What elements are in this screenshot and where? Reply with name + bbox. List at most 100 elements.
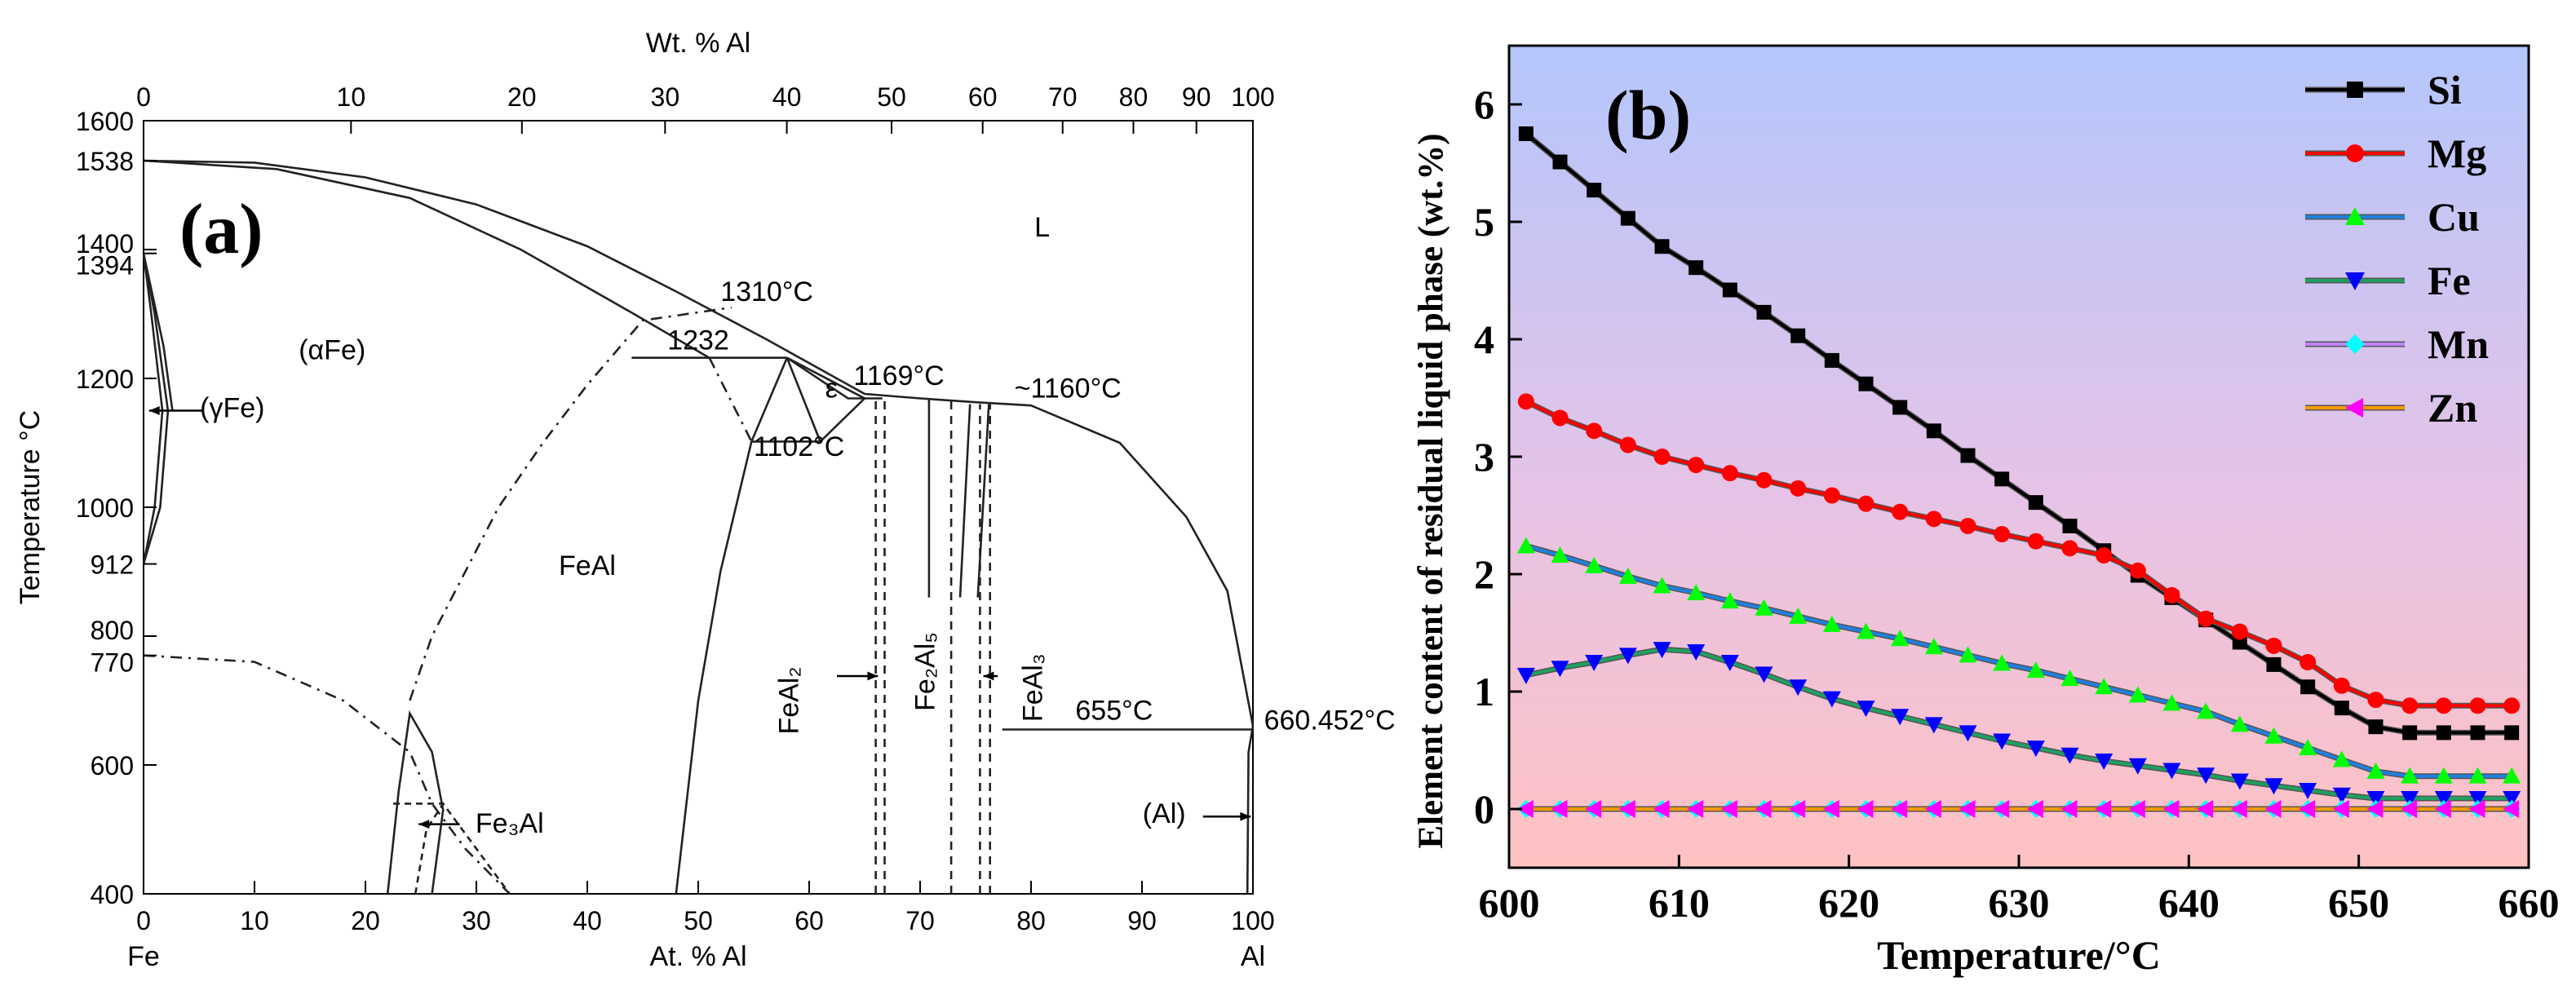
point-si (2470, 725, 2485, 741)
a-fe-al-dd (708, 357, 753, 442)
a-bottom-tick-label: 0 (136, 906, 151, 935)
point-fe (2434, 791, 2453, 808)
legend-marker (2345, 334, 2365, 354)
legend-marker (2345, 398, 2363, 418)
a-y-tick-label: 1400 (76, 229, 134, 259)
point-mg (2129, 562, 2146, 579)
point-zn (2264, 800, 2282, 818)
a-compound-label: FeAl₃ (1018, 653, 1049, 722)
point-cu (2230, 715, 2249, 732)
point-mg (1586, 422, 1603, 440)
point-fe (1516, 667, 1535, 684)
point-zn (1585, 800, 1602, 818)
a-al-solvus (1246, 725, 1255, 895)
point-cu (2197, 702, 2215, 719)
legend-label: Mg (2428, 130, 2486, 176)
point-si (2028, 495, 2043, 511)
point-si (1654, 239, 1670, 254)
point-si (2504, 725, 2520, 741)
point-cu (2401, 767, 2419, 784)
point-cu (1822, 615, 1841, 632)
point-zn (1720, 800, 1737, 818)
a-top-tick-label: 80 (1119, 82, 1149, 112)
series-fe (1516, 642, 2521, 808)
legend-entry-fe: Fe (2305, 258, 2471, 303)
point-si (2062, 518, 2078, 533)
panel-a-fe-end-label: Fe (127, 941, 160, 972)
point-si (1994, 471, 2010, 487)
point-cu (1959, 646, 1977, 663)
point-si (1552, 154, 1568, 170)
b-x-tick-label: 650 (2328, 880, 2389, 926)
point-mg (1721, 465, 1738, 482)
point-si (1824, 352, 1839, 368)
point-cu (1653, 577, 1671, 594)
a-top-tick-label: 10 (337, 82, 366, 112)
point-cu (2026, 661, 2045, 679)
point-zn (2468, 800, 2485, 818)
point-mg (1892, 503, 1909, 520)
point-zn (2026, 800, 2043, 818)
a-top-tick-label: 60 (968, 82, 998, 112)
a-bottom-tick-label: 60 (794, 906, 824, 935)
point-fe (1891, 709, 1910, 726)
point-mg (1959, 517, 1976, 534)
point-mg (1688, 457, 1705, 474)
point-cu (2162, 694, 2181, 711)
a-annotation: 655°C (1075, 696, 1153, 727)
a-y-tick-label: 600 (91, 751, 134, 780)
a-annotation: ~1160°C (1015, 374, 1122, 405)
legend-entry-cu: Cu (2305, 194, 2480, 240)
point-si (1858, 376, 1874, 391)
point-mg (1619, 436, 1636, 453)
point-cu (2366, 762, 2385, 779)
point-si (1620, 210, 1635, 226)
a-region-label: Fe₃Al (476, 808, 544, 839)
point-zn (1755, 800, 1772, 818)
panel-a-top-axis-label: Wt. % Al (646, 28, 750, 59)
a-annotation: 1232 (667, 325, 729, 356)
legend-marker (2346, 144, 2364, 162)
point-fe (2468, 791, 2487, 808)
a-annotation: 660.452°C (1264, 705, 1396, 736)
panel-b-x-axis-label: Temperature/°C (1877, 932, 2161, 978)
point-fe (1720, 655, 1739, 671)
point-zn (1993, 800, 2010, 818)
a-bottom-tick-label: 70 (905, 906, 935, 935)
point-zn (1789, 800, 1806, 818)
point-mg (2401, 697, 2419, 714)
point-cu (1516, 537, 1535, 554)
a-region-label: ε (825, 374, 838, 405)
legend-label: Fe (2428, 258, 2471, 303)
a-feal3-arrow-head (983, 671, 994, 681)
b-y-tick-label: 3 (1474, 434, 1494, 480)
point-cu (1891, 630, 1910, 647)
a-top-tick-label: 30 (651, 82, 680, 112)
a-bottom-tick-label: 20 (351, 906, 380, 935)
a-curie (143, 654, 511, 895)
panel-a-bottom-axis-label: At. % Al (649, 941, 746, 972)
point-fe (2026, 741, 2045, 758)
point-fe (2060, 747, 2079, 764)
point-zn (2197, 800, 2214, 818)
panel-b-plot-background (1509, 46, 2529, 868)
legend-marker (2347, 82, 2363, 98)
point-zn (2060, 800, 2078, 818)
point-mg (2061, 540, 2078, 557)
legend-marker (2345, 207, 2365, 225)
point-cu (1789, 607, 1808, 624)
panel-a-label: (a) (179, 190, 263, 269)
a-y-tick-label: 800 (91, 616, 134, 645)
point-cu (2503, 767, 2521, 784)
point-zn (2299, 800, 2316, 818)
point-si (2300, 679, 2316, 695)
b-y-tick-label: 0 (1474, 786, 1494, 832)
a-y-tick-label: 1538 (76, 147, 134, 176)
point-si (1722, 282, 1737, 298)
point-mg (2299, 654, 2317, 670)
b-y-tick-label: 4 (1474, 316, 1494, 362)
point-fe (2162, 763, 2181, 780)
point-mg (1994, 526, 2011, 543)
point-mg (2333, 677, 2350, 694)
